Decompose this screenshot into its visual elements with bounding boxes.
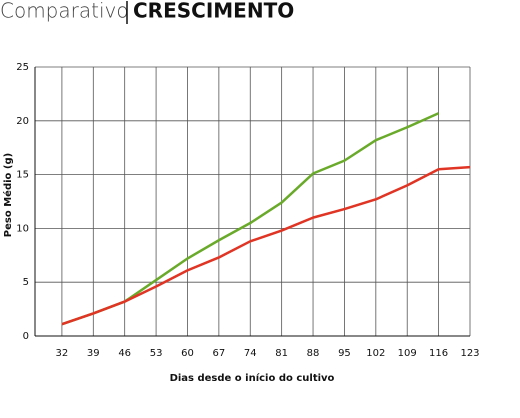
x-tick-label: 32: [56, 348, 69, 359]
x-tick-label: 123: [460, 348, 479, 359]
x-tick-label: 46: [118, 348, 131, 359]
x-tick-label: 102: [366, 348, 385, 359]
chart-title-emphasis: CRESCIMENTO: [133, 0, 294, 23]
chart-title: Comparativo: [0, 0, 129, 23]
x-tick-label: 60: [181, 348, 194, 359]
x-tick-label: 88: [307, 348, 320, 359]
x-tick-label: 39: [87, 348, 100, 359]
series-line: [61, 165, 471, 326]
x-tick-label: 67: [212, 348, 225, 359]
x-tick-label: 74: [244, 348, 257, 359]
y-tick-label: 20: [16, 116, 29, 127]
x-tick-label: 95: [338, 348, 351, 359]
x-tick-label: 109: [398, 348, 417, 359]
y-tick-label: 10: [16, 223, 29, 234]
x-axis-title: Dias desde o início do cultivo: [170, 372, 335, 384]
x-tick-label: 81: [275, 348, 288, 359]
y-axis-title: Peso Médio (g): [2, 153, 14, 237]
y-tick-label: 15: [16, 170, 29, 181]
y-tick-label: 5: [23, 277, 29, 288]
x-tick-label: 116: [429, 348, 448, 359]
y-tick-label: 0: [23, 331, 29, 342]
x-tick-label: 53: [150, 348, 163, 359]
y-tick-label: 25: [16, 62, 29, 73]
